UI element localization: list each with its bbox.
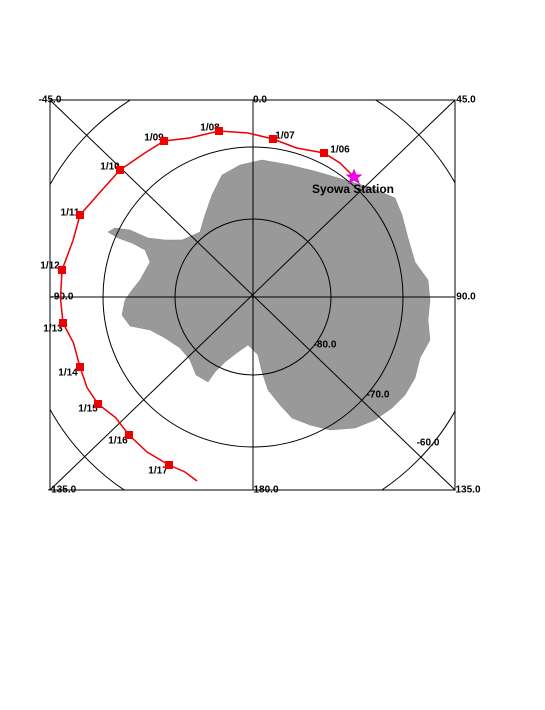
track-point <box>160 137 168 145</box>
date-label: 1/07 <box>275 131 295 142</box>
track-marks <box>58 127 328 469</box>
date-label: 1/10 <box>100 162 120 173</box>
date-label: 1/09 <box>144 133 164 144</box>
track-point <box>94 400 102 408</box>
date-label: 1/17 <box>148 466 168 477</box>
longitude-label: 45.0 <box>456 95 476 106</box>
longitude-label: 0.0 <box>253 95 267 106</box>
date-label: 1/14 <box>58 368 78 379</box>
date-label: 1/11 <box>61 208 80 219</box>
labels: -45.0 0.0 45.0 -90.0 90.0 -135.0 180.0 135.0 -80… <box>39 95 481 496</box>
track-point <box>165 461 173 469</box>
longitude-label: -135.0 <box>48 485 77 496</box>
date-label: 1/08 <box>200 123 220 134</box>
map-border <box>49 99 456 491</box>
longitude-label: 180.0 <box>253 485 278 496</box>
longitude-label: -45.0 <box>39 95 62 106</box>
station-label: Syowa Station <box>312 182 394 196</box>
ship-track <box>59 130 355 482</box>
latitude-label: -80.0 <box>314 340 337 351</box>
track-point <box>59 319 67 327</box>
longitude-label: -90.0 <box>51 292 74 303</box>
track-point <box>58 266 66 274</box>
track-point <box>116 166 124 174</box>
date-label: 1/06 <box>330 145 350 156</box>
latitude-label: -70.0 <box>367 390 390 401</box>
map-frame <box>50 100 455 490</box>
longitude-label: 135.0 <box>455 485 480 496</box>
latitude-label: -60.0 <box>417 438 440 449</box>
track-point <box>76 211 84 219</box>
track-point <box>125 431 133 439</box>
track-point <box>76 363 84 371</box>
date-label: 1/16 <box>108 436 128 447</box>
date-label: 1/12 <box>40 261 60 272</box>
track-point <box>269 135 277 143</box>
date-label: 1/15 <box>78 404 98 415</box>
track-point <box>320 149 328 157</box>
date-label: 1/13 <box>43 324 63 335</box>
track-point <box>215 127 223 135</box>
station-star <box>345 168 363 185</box>
antarctica <box>107 159 431 431</box>
longitude-label: 90.0 <box>456 292 476 303</box>
